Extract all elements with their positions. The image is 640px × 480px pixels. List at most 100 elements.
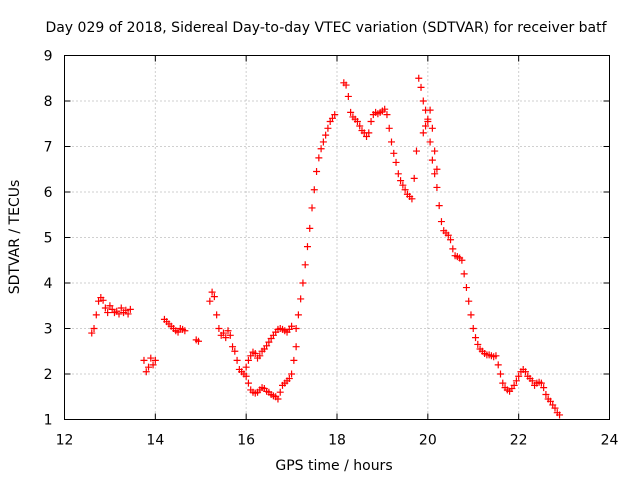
data-point bbox=[428, 124, 436, 132]
data-point bbox=[474, 340, 482, 348]
data-point bbox=[90, 325, 98, 332]
data-point bbox=[92, 311, 100, 319]
data-point bbox=[542, 390, 550, 398]
x-tick-labels: 12 14 16 18 20 22 24 bbox=[56, 433, 619, 449]
data-point bbox=[244, 356, 252, 364]
y-tick-label: 3 bbox=[44, 322, 53, 338]
data-point bbox=[433, 183, 441, 191]
data-point bbox=[124, 310, 132, 318]
data-point bbox=[428, 156, 436, 164]
data-point bbox=[356, 122, 364, 130]
data-point bbox=[288, 322, 296, 330]
data-point bbox=[392, 158, 400, 166]
data-point bbox=[365, 129, 373, 137]
data-point bbox=[435, 202, 443, 210]
data-point bbox=[231, 347, 239, 355]
data-point bbox=[145, 363, 153, 371]
data-point bbox=[367, 117, 375, 125]
data-point bbox=[465, 297, 473, 305]
data-point bbox=[353, 117, 361, 125]
grid-lines bbox=[64, 55, 610, 420]
data-point bbox=[412, 147, 420, 155]
data-point bbox=[104, 309, 112, 317]
data-point bbox=[399, 181, 407, 189]
data-point bbox=[290, 356, 298, 364]
data-point bbox=[126, 305, 134, 313]
plot-frame bbox=[64, 55, 610, 420]
data-point bbox=[88, 329, 96, 337]
data-point bbox=[233, 356, 241, 364]
data-point bbox=[331, 111, 339, 119]
data-point bbox=[140, 356, 148, 364]
data-point bbox=[194, 337, 202, 345]
data-point bbox=[499, 379, 507, 387]
data-point bbox=[324, 124, 332, 132]
data-point bbox=[288, 370, 296, 378]
data-point bbox=[285, 375, 293, 383]
data-point bbox=[344, 92, 352, 100]
y-tick-label: 5 bbox=[44, 231, 53, 247]
data-point bbox=[328, 114, 336, 122]
data-point bbox=[213, 311, 221, 319]
data-point bbox=[422, 122, 430, 130]
data-point bbox=[390, 149, 398, 157]
data-point bbox=[424, 115, 432, 123]
data-point bbox=[521, 368, 529, 376]
data-point bbox=[410, 174, 418, 182]
data-point bbox=[242, 372, 250, 380]
data-point bbox=[265, 338, 273, 346]
data-point bbox=[263, 342, 271, 350]
data-point bbox=[147, 354, 155, 362]
data-point bbox=[472, 334, 480, 342]
y-tick-label: 8 bbox=[44, 94, 53, 110]
data-point bbox=[551, 404, 559, 412]
x-axis-label: GPS time / hours bbox=[275, 458, 392, 474]
y-tick-label: 4 bbox=[44, 276, 53, 292]
x-tick-label: 18 bbox=[328, 433, 346, 449]
data-points bbox=[88, 74, 564, 419]
data-point bbox=[497, 370, 504, 378]
data-point bbox=[292, 343, 300, 351]
data-point bbox=[515, 372, 523, 380]
data-point bbox=[222, 334, 230, 342]
data-point bbox=[419, 97, 427, 105]
data-point bbox=[383, 111, 391, 119]
data-point bbox=[394, 170, 402, 178]
y-axis-label: SDTVAR / TECUs bbox=[7, 180, 23, 295]
data-point bbox=[256, 352, 264, 360]
data-point bbox=[247, 352, 255, 360]
data-point bbox=[546, 397, 554, 405]
data-point bbox=[408, 195, 416, 203]
data-point bbox=[460, 270, 468, 278]
data-point bbox=[315, 154, 323, 162]
data-point bbox=[319, 138, 327, 146]
data-point bbox=[142, 368, 150, 376]
data-point bbox=[417, 83, 425, 91]
data-point bbox=[297, 295, 305, 303]
data-point bbox=[151, 356, 159, 364]
data-point bbox=[294, 311, 302, 319]
data-point bbox=[431, 147, 439, 155]
data-point bbox=[419, 129, 427, 137]
data-point bbox=[174, 328, 182, 336]
data-point bbox=[342, 81, 350, 89]
data-point bbox=[251, 350, 259, 358]
data-point bbox=[106, 302, 114, 310]
data-point bbox=[292, 325, 300, 332]
data-point bbox=[540, 384, 548, 392]
data-point bbox=[95, 297, 103, 305]
data-point bbox=[537, 379, 545, 387]
data-point bbox=[397, 177, 405, 185]
data-point bbox=[467, 311, 475, 319]
data-point bbox=[458, 256, 466, 264]
data-point bbox=[492, 352, 500, 360]
data-point bbox=[303, 243, 311, 251]
data-point bbox=[556, 411, 564, 419]
data-point bbox=[313, 168, 321, 176]
data-point bbox=[437, 218, 445, 226]
data-point bbox=[528, 377, 536, 385]
y-tick-label: 9 bbox=[44, 49, 53, 65]
data-point bbox=[219, 329, 227, 337]
data-point bbox=[494, 361, 502, 369]
x-tick-label: 20 bbox=[419, 433, 437, 449]
